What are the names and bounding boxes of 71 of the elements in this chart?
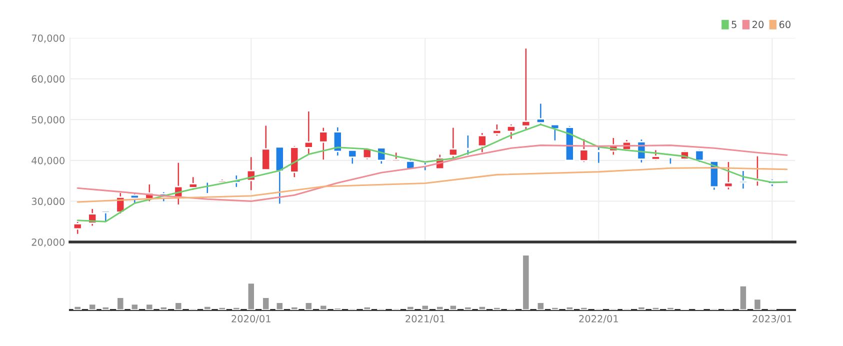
bar (565, 306, 574, 310)
bar (145, 303, 154, 310)
bar (753, 298, 762, 310)
bar (406, 305, 415, 310)
y-tick-label: 30,000 (32, 198, 64, 206)
legend-label: 20 (752, 20, 764, 28)
bar (232, 306, 241, 310)
candlestick (579, 138, 589, 163)
candlestick (477, 132, 487, 153)
bar (738, 285, 748, 310)
candlestick (261, 125, 271, 170)
candlestick (492, 124, 502, 136)
bar (333, 307, 342, 310)
bar (478, 305, 486, 310)
bar (159, 306, 168, 310)
y-tick-label: 40,000 (32, 156, 64, 166)
bar (116, 296, 125, 310)
candlestick (724, 161, 734, 190)
candlestick (536, 103, 546, 126)
bar (88, 303, 97, 310)
line-series (76, 144, 788, 202)
bar (304, 302, 313, 310)
bar (522, 254, 530, 310)
bar (448, 304, 458, 310)
candlestick (506, 124, 516, 140)
bar (651, 306, 660, 310)
legend-label: 60 (779, 20, 790, 28)
candlestick (348, 149, 358, 164)
bar (666, 306, 675, 310)
y-tick-label: 20,000 (32, 238, 64, 247)
candlestick (376, 146, 386, 164)
y-tick-label: 70,000 (32, 34, 64, 43)
bar (536, 302, 545, 310)
candlestick (304, 110, 314, 156)
candlestick (650, 150, 660, 162)
candlestick (521, 48, 531, 130)
bar (492, 306, 502, 310)
bar (203, 305, 212, 310)
bar (275, 302, 284, 310)
bar (464, 306, 472, 310)
bar (290, 306, 299, 310)
x-tick-label: 2020/01 (232, 315, 270, 324)
bar (436, 305, 444, 310)
x-tick-label: 2023/01 (752, 315, 792, 324)
x-tick-label: 2021/01 (406, 315, 444, 324)
bar (550, 306, 560, 310)
bar (420, 304, 430, 310)
bar (637, 306, 646, 310)
bar (101, 306, 110, 310)
bar (73, 305, 82, 310)
line-series (76, 166, 788, 203)
bar (174, 302, 183, 310)
y-tick-label: 50,000 (32, 116, 64, 124)
bar (319, 304, 328, 310)
bar (362, 306, 372, 310)
candlestick (188, 176, 198, 190)
candlestick (100, 210, 110, 222)
bar (246, 282, 256, 310)
candlestick (332, 126, 342, 156)
candlestick (130, 192, 140, 204)
x-tick-label: 2022/01 (579, 315, 618, 324)
bar (130, 303, 139, 310)
bar (580, 306, 588, 310)
candlestick (448, 127, 458, 160)
bar (218, 306, 226, 310)
candlestick (318, 127, 328, 160)
candlestick (72, 221, 82, 234)
y-tick-label: 60,000 (32, 75, 64, 84)
bar (262, 296, 270, 310)
candlestick (738, 170, 748, 190)
legend-label: 5 (732, 20, 736, 28)
